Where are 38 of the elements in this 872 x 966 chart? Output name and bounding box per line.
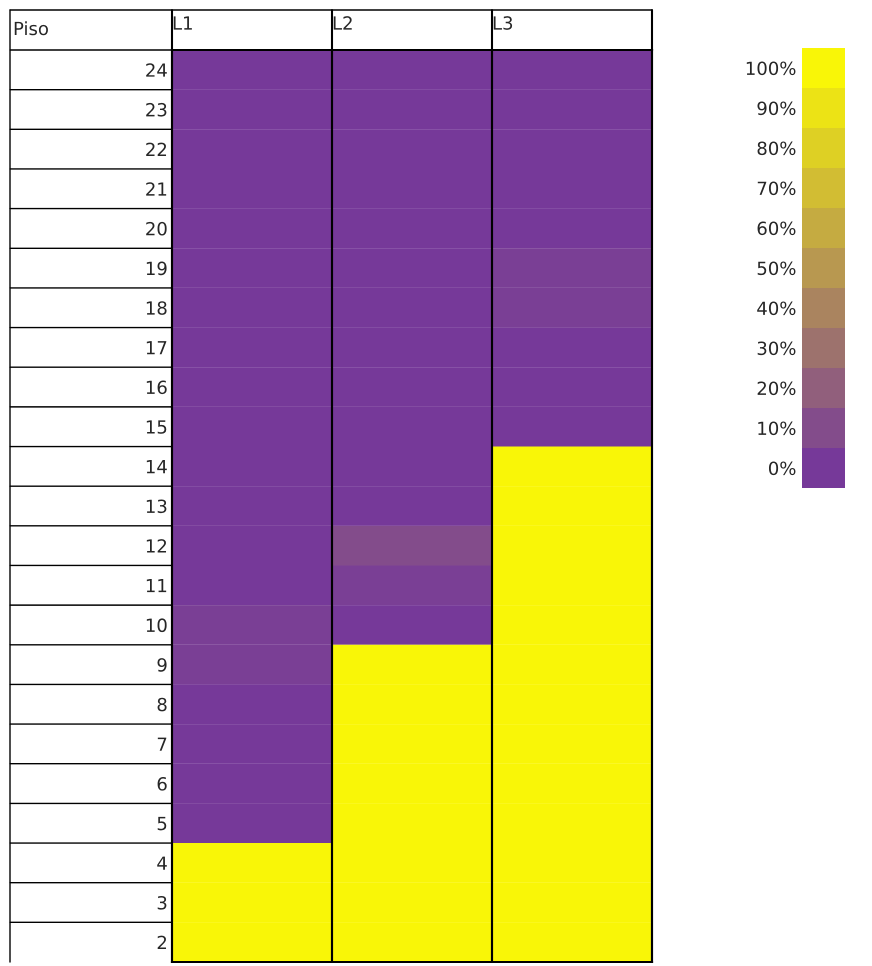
y-tick-label: 17 [146, 341, 166, 354]
y-tick-label: 15 [146, 420, 166, 434]
y-tick-label: 11 [146, 579, 166, 592]
y-tick-label: 14 [146, 460, 167, 474]
y-tick-label: 9 [157, 658, 167, 672]
y-tick-label: 2 [158, 936, 166, 950]
y-tick-label: 20 [146, 222, 167, 236]
color-bar-label: 90% [757, 101, 796, 116]
color-bar-label: 30% [758, 341, 796, 356]
y-tick-label: 10 [146, 618, 167, 632]
color-bar-label: 40% [757, 301, 796, 316]
y-tick-label: 7 [158, 738, 166, 751]
color-bar-label: 70% [758, 181, 796, 196]
y-tick-label: 23 [146, 102, 166, 117]
y-tick-label: 22 [146, 142, 166, 156]
y-tick-label: 24 [146, 63, 167, 77]
color-bar-label: 60% [758, 221, 796, 236]
y-tick-label: 21 [146, 182, 166, 196]
text: Piso [14, 21, 48, 36]
color-bar-label: 10% [758, 421, 796, 436]
x-tick-label: L3 [494, 16, 512, 30]
color-bar-label: 80% [758, 141, 796, 156]
y-tick-label: 6 [158, 777, 167, 791]
y-tick-label: 18 [146, 301, 167, 315]
x-tick-label: L1 [174, 16, 192, 30]
color-bar-label: 100% [746, 61, 796, 76]
y-tick-label: 5 [158, 816, 166, 830]
y-tick-label: 8 [158, 698, 167, 712]
x-tick-label: L2 [334, 16, 352, 30]
y-tick-label: 4 [157, 856, 167, 870]
color-bar-label: 0% [768, 461, 796, 476]
y-tick-label: 3 [158, 896, 166, 910]
y-tick-label: 12 [146, 539, 166, 553]
color-bar-label: 20% [758, 381, 796, 396]
y-tick-label: 16 [146, 380, 167, 394]
color-bar-label: 50% [758, 261, 796, 276]
y-tick-label: 19 [146, 262, 167, 276]
y-tick-label: 13 [146, 499, 166, 514]
